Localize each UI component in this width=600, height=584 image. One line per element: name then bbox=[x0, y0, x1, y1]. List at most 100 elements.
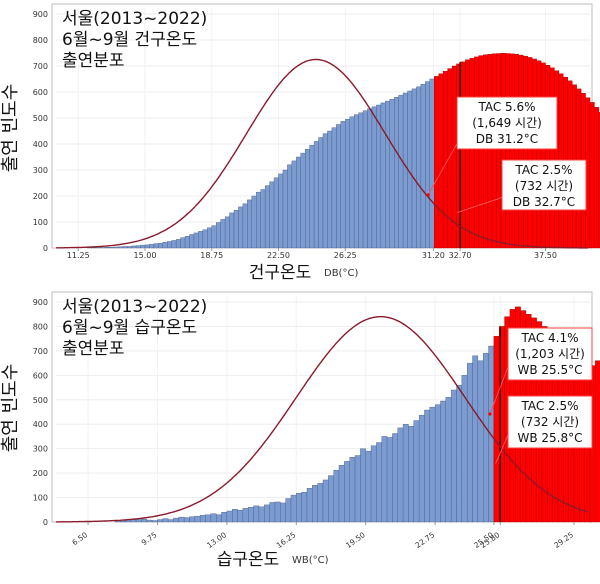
histogram-bar bbox=[211, 514, 216, 522]
histogram-bar bbox=[206, 515, 211, 522]
histogram-bar bbox=[483, 353, 488, 522]
y-axis-label: 출연 빈도수 bbox=[0, 364, 21, 453]
histogram-bar bbox=[136, 246, 140, 248]
histogram-bar bbox=[163, 242, 167, 248]
histogram-bar bbox=[168, 520, 173, 522]
y-tick-label: 300 bbox=[33, 445, 48, 454]
histogram-bar bbox=[470, 58, 474, 248]
histogram-bar bbox=[172, 240, 176, 248]
annotation-text: TAC 5.6% bbox=[477, 100, 535, 114]
histogram-bar bbox=[152, 521, 157, 522]
histogram-bar bbox=[248, 507, 253, 522]
annotation-pointer bbox=[493, 463, 496, 466]
histogram-bar bbox=[216, 223, 220, 248]
histogram-bar bbox=[532, 59, 536, 248]
y-tick-label: 900 bbox=[33, 10, 48, 19]
histogram-bar bbox=[473, 356, 478, 522]
histogram-bar bbox=[261, 190, 265, 249]
histogram-bar bbox=[319, 138, 323, 249]
histogram-bar bbox=[519, 55, 523, 248]
histogram-bar bbox=[494, 336, 499, 522]
histogram-bar bbox=[270, 502, 275, 522]
y-tick-label: 700 bbox=[33, 62, 48, 71]
annotation-text: (1,649 시간) bbox=[472, 116, 542, 130]
histogram-bar bbox=[430, 79, 434, 248]
histogram-bar bbox=[376, 443, 381, 522]
histogram-bar bbox=[381, 103, 385, 248]
y-tick-label: 100 bbox=[33, 494, 48, 503]
histogram-bar bbox=[234, 210, 238, 248]
histogram-bar bbox=[412, 89, 416, 248]
annotation-pointer bbox=[454, 211, 457, 214]
histogram-bar bbox=[501, 53, 505, 248]
histogram-bar bbox=[296, 157, 300, 248]
annotation-text: DB 31.2°C bbox=[476, 132, 538, 146]
chart-title-line: 출연분포 bbox=[62, 339, 125, 359]
histogram-bar bbox=[478, 361, 483, 522]
y-tick-label: 300 bbox=[33, 166, 48, 175]
histogram-bar bbox=[440, 401, 445, 522]
histogram-bar bbox=[127, 246, 131, 248]
y-axis-label: 출연 빈도수 bbox=[0, 84, 21, 173]
histogram-bar bbox=[492, 54, 496, 248]
histogram-bar bbox=[385, 101, 389, 248]
histogram-bar bbox=[334, 470, 339, 522]
y-tick-label: 900 bbox=[33, 298, 48, 307]
histogram-bar bbox=[194, 233, 198, 248]
histogram-bar bbox=[323, 134, 327, 248]
chart-title-line: 서울(2013~2022) bbox=[62, 297, 207, 317]
histogram-bar bbox=[149, 244, 153, 248]
x-tick-label: 15.00 bbox=[134, 251, 157, 260]
histogram-bar bbox=[546, 65, 550, 248]
histogram-bar bbox=[296, 493, 301, 522]
histogram-bar bbox=[227, 511, 232, 522]
histogram-bar bbox=[541, 63, 545, 248]
histogram-bar bbox=[238, 207, 242, 248]
histogram-bar bbox=[176, 239, 180, 248]
annotation-text: (1,203 시간) bbox=[515, 347, 585, 361]
histogram-bar bbox=[274, 178, 278, 248]
histogram-bar bbox=[147, 520, 152, 522]
y-tick-label: 200 bbox=[33, 192, 48, 201]
histogram-bar bbox=[318, 483, 323, 522]
histogram-bar bbox=[301, 153, 305, 248]
histogram-bar bbox=[523, 56, 527, 248]
histogram-bar bbox=[312, 485, 317, 522]
histogram-bar bbox=[528, 57, 532, 248]
histogram-bar bbox=[190, 517, 195, 522]
histogram-bar bbox=[344, 461, 349, 522]
x-tick-label: 22.50 bbox=[267, 251, 290, 260]
histogram-bar bbox=[118, 247, 122, 248]
x-tick-label: 18.75 bbox=[200, 251, 223, 260]
histogram-bar bbox=[314, 141, 318, 248]
histogram-bar bbox=[594, 107, 598, 248]
histogram-bar bbox=[243, 508, 248, 522]
histogram-bar bbox=[238, 510, 243, 522]
histogram-bar bbox=[354, 115, 358, 248]
histogram-bar bbox=[203, 230, 207, 248]
histogram-bar bbox=[514, 54, 518, 248]
histogram-bar bbox=[264, 505, 269, 522]
histogram-bar bbox=[305, 149, 309, 248]
annotation-pointer bbox=[426, 193, 429, 196]
histogram-bar bbox=[363, 111, 367, 248]
histogram-bar bbox=[109, 247, 113, 248]
histogram-bar bbox=[360, 449, 365, 522]
histogram-bar bbox=[446, 397, 451, 522]
histogram-bar bbox=[435, 405, 440, 522]
histogram-bar bbox=[350, 457, 355, 522]
annotation-text: WB 25.8°C bbox=[517, 431, 582, 445]
histogram-bar bbox=[154, 244, 158, 248]
histogram-bar bbox=[302, 492, 307, 522]
y-tick-label: 400 bbox=[33, 420, 48, 429]
histogram-bar bbox=[421, 84, 425, 248]
chart-title-line: 출연분포 bbox=[62, 51, 125, 71]
x-tick-label: 26.25 bbox=[334, 251, 357, 260]
histogram-bar bbox=[328, 476, 333, 522]
histogram-bar bbox=[195, 516, 200, 522]
histogram-bar bbox=[479, 56, 483, 248]
histogram-bar bbox=[350, 117, 354, 248]
